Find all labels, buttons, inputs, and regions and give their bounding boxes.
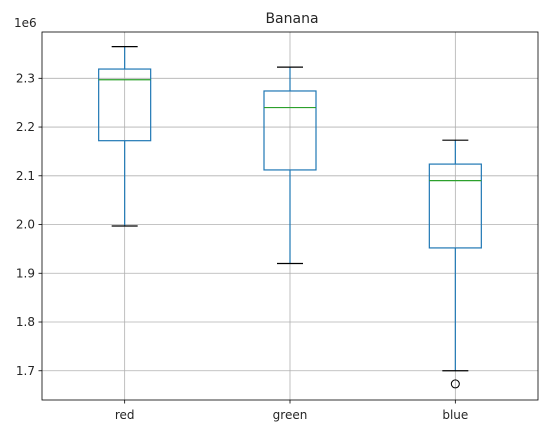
y-tick-label: 1.8 [16,315,35,329]
iqr-box [263,90,317,171]
iqr-box [428,163,482,249]
iqr-box [98,68,152,142]
y-tick-label: 2.0 [16,218,35,232]
y-tick-label: 1.7 [16,364,35,378]
x-tick-label: green [273,408,308,422]
y-tick-label: 2.2 [16,120,35,134]
y-tick-label: 2.1 [16,169,35,183]
box-blue [428,139,482,389]
y-offset-label: 1e6 [14,16,37,30]
x-tick-label: blue [442,408,468,422]
x-tick-label: red [115,408,135,422]
outlier-point [450,379,460,389]
box-green [263,66,317,265]
y-tick-label: 1.9 [16,266,35,280]
ticks: 1.7 1.8 1.9 2.0 2.1 2.2 2.3 red green blue [16,71,468,422]
boxes [98,46,482,389]
y-tick-label: 2.3 [16,71,35,85]
box-red [98,46,152,227]
chart-title: Banana [265,11,318,27]
